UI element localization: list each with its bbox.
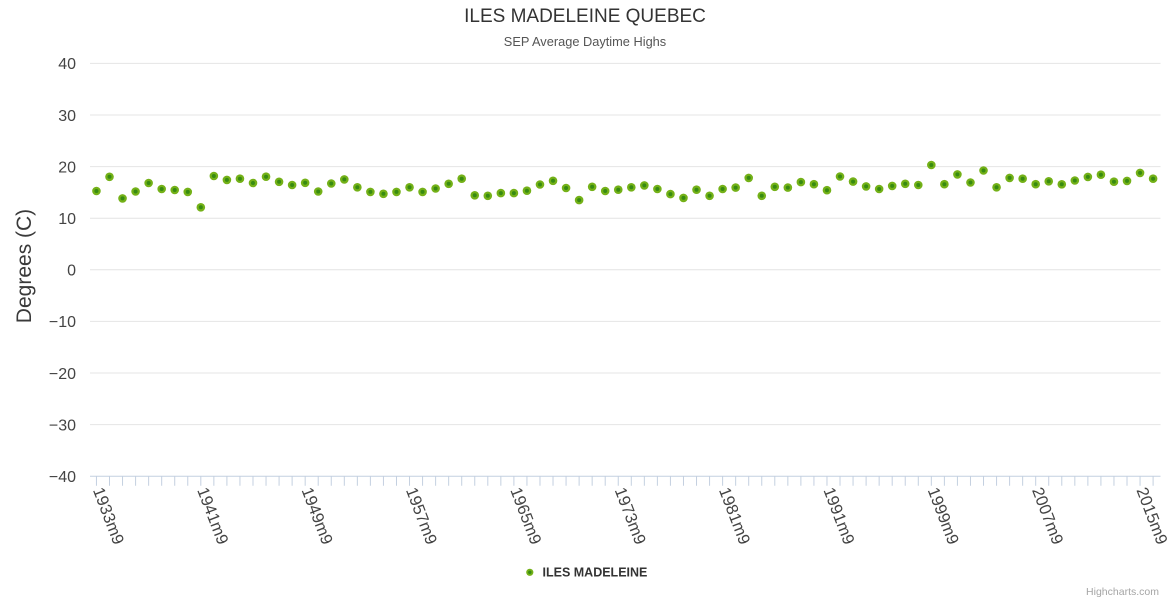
svg-text:ILES MADELEINE QUEBEC: ILES MADELEINE QUEBEC	[464, 6, 706, 27]
svg-text:10: 10	[58, 211, 76, 228]
svg-text:−10: −10	[49, 314, 76, 331]
svg-text:−40: −40	[49, 469, 76, 486]
svg-text:20: 20	[58, 159, 76, 176]
svg-text:SEP Average Daytime Highs: SEP Average Daytime Highs	[504, 34, 666, 49]
svg-text:40: 40	[58, 56, 76, 73]
svg-text:−20: −20	[49, 366, 76, 383]
svg-text:Highcharts.com: Highcharts.com	[1086, 586, 1159, 598]
svg-text:−30: −30	[49, 417, 76, 434]
svg-text:0: 0	[67, 263, 76, 280]
svg-text:Degrees (C): Degrees (C)	[13, 209, 36, 323]
svg-text:ILES MADELEINE: ILES MADELEINE	[543, 566, 648, 580]
svg-text:30: 30	[58, 108, 76, 125]
